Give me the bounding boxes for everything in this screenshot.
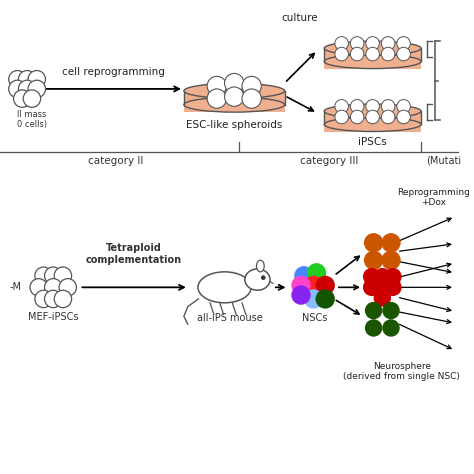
Text: -M: -M	[9, 283, 22, 292]
Circle shape	[35, 267, 52, 284]
Circle shape	[54, 267, 72, 284]
Circle shape	[382, 100, 395, 113]
Circle shape	[14, 90, 31, 107]
Circle shape	[384, 279, 401, 296]
Text: ESC-like spheroids: ESC-like spheroids	[186, 120, 283, 130]
Text: all-iPS mouse: all-iPS mouse	[197, 313, 262, 323]
Ellipse shape	[324, 104, 421, 118]
Circle shape	[335, 110, 348, 124]
Circle shape	[292, 285, 310, 305]
Circle shape	[45, 279, 62, 296]
Circle shape	[28, 71, 46, 88]
Circle shape	[374, 289, 391, 307]
Circle shape	[383, 319, 400, 337]
Text: Reprogramming
+Dox: Reprogramming +Dox	[397, 188, 470, 207]
Circle shape	[261, 276, 265, 280]
Circle shape	[54, 290, 72, 308]
Circle shape	[225, 87, 244, 106]
Circle shape	[364, 233, 383, 253]
Text: category III: category III	[300, 155, 358, 166]
Circle shape	[335, 36, 348, 50]
Circle shape	[365, 319, 383, 337]
Ellipse shape	[184, 83, 284, 98]
Circle shape	[45, 290, 62, 308]
Text: 0 cells): 0 cells)	[18, 120, 47, 129]
Circle shape	[207, 89, 227, 108]
Circle shape	[366, 47, 379, 61]
Circle shape	[242, 76, 261, 96]
Circle shape	[363, 268, 380, 285]
Bar	[324, 48, 421, 69]
Text: (Mutati: (Mutati	[426, 155, 461, 166]
Circle shape	[397, 110, 410, 124]
Bar	[184, 91, 284, 112]
Ellipse shape	[245, 269, 270, 290]
Ellipse shape	[324, 117, 421, 131]
Circle shape	[304, 289, 323, 309]
Circle shape	[397, 100, 410, 113]
Circle shape	[363, 279, 380, 296]
Circle shape	[366, 100, 379, 113]
Circle shape	[397, 47, 410, 61]
Circle shape	[9, 71, 26, 88]
Circle shape	[242, 89, 261, 108]
Text: NSCs: NSCs	[302, 313, 327, 323]
Circle shape	[382, 233, 401, 253]
Circle shape	[335, 47, 348, 61]
Circle shape	[350, 110, 364, 124]
Circle shape	[383, 302, 400, 319]
Circle shape	[366, 110, 379, 124]
Circle shape	[294, 266, 314, 285]
Ellipse shape	[198, 272, 251, 303]
Text: culture: culture	[282, 13, 319, 23]
Text: Neurosphere
(derived from single NSC): Neurosphere (derived from single NSC)	[343, 362, 460, 381]
Circle shape	[18, 80, 36, 98]
Circle shape	[366, 36, 379, 50]
Circle shape	[59, 279, 76, 296]
Text: cell reprogramming: cell reprogramming	[62, 67, 164, 77]
Circle shape	[382, 251, 401, 270]
Circle shape	[350, 100, 364, 113]
Circle shape	[365, 302, 383, 319]
Circle shape	[374, 268, 391, 285]
Circle shape	[350, 47, 364, 61]
Circle shape	[28, 80, 46, 98]
Text: category II: category II	[89, 155, 144, 166]
Circle shape	[23, 90, 41, 107]
Ellipse shape	[324, 55, 421, 69]
Circle shape	[30, 279, 47, 296]
Text: iPSCs: iPSCs	[358, 137, 387, 147]
Circle shape	[397, 36, 410, 50]
Ellipse shape	[184, 97, 284, 112]
Circle shape	[225, 73, 244, 93]
Circle shape	[364, 251, 383, 270]
Circle shape	[382, 36, 395, 50]
Circle shape	[384, 268, 401, 285]
Bar	[324, 111, 421, 131]
Ellipse shape	[324, 41, 421, 55]
Text: MEF-iPSCs: MEF-iPSCs	[28, 311, 79, 321]
Circle shape	[9, 80, 26, 98]
Circle shape	[307, 263, 326, 283]
Circle shape	[335, 100, 348, 113]
Ellipse shape	[256, 260, 264, 272]
Circle shape	[292, 276, 310, 295]
Circle shape	[316, 289, 335, 309]
Circle shape	[35, 290, 52, 308]
Circle shape	[316, 276, 335, 295]
Circle shape	[45, 267, 62, 284]
Circle shape	[304, 276, 323, 295]
Circle shape	[350, 36, 364, 50]
Circle shape	[382, 47, 395, 61]
Text: ll mass: ll mass	[18, 110, 47, 119]
Circle shape	[374, 279, 391, 296]
Text: Tetraploid
complementation: Tetraploid complementation	[85, 244, 182, 265]
Circle shape	[382, 110, 395, 124]
Circle shape	[18, 71, 36, 88]
Circle shape	[207, 76, 227, 96]
